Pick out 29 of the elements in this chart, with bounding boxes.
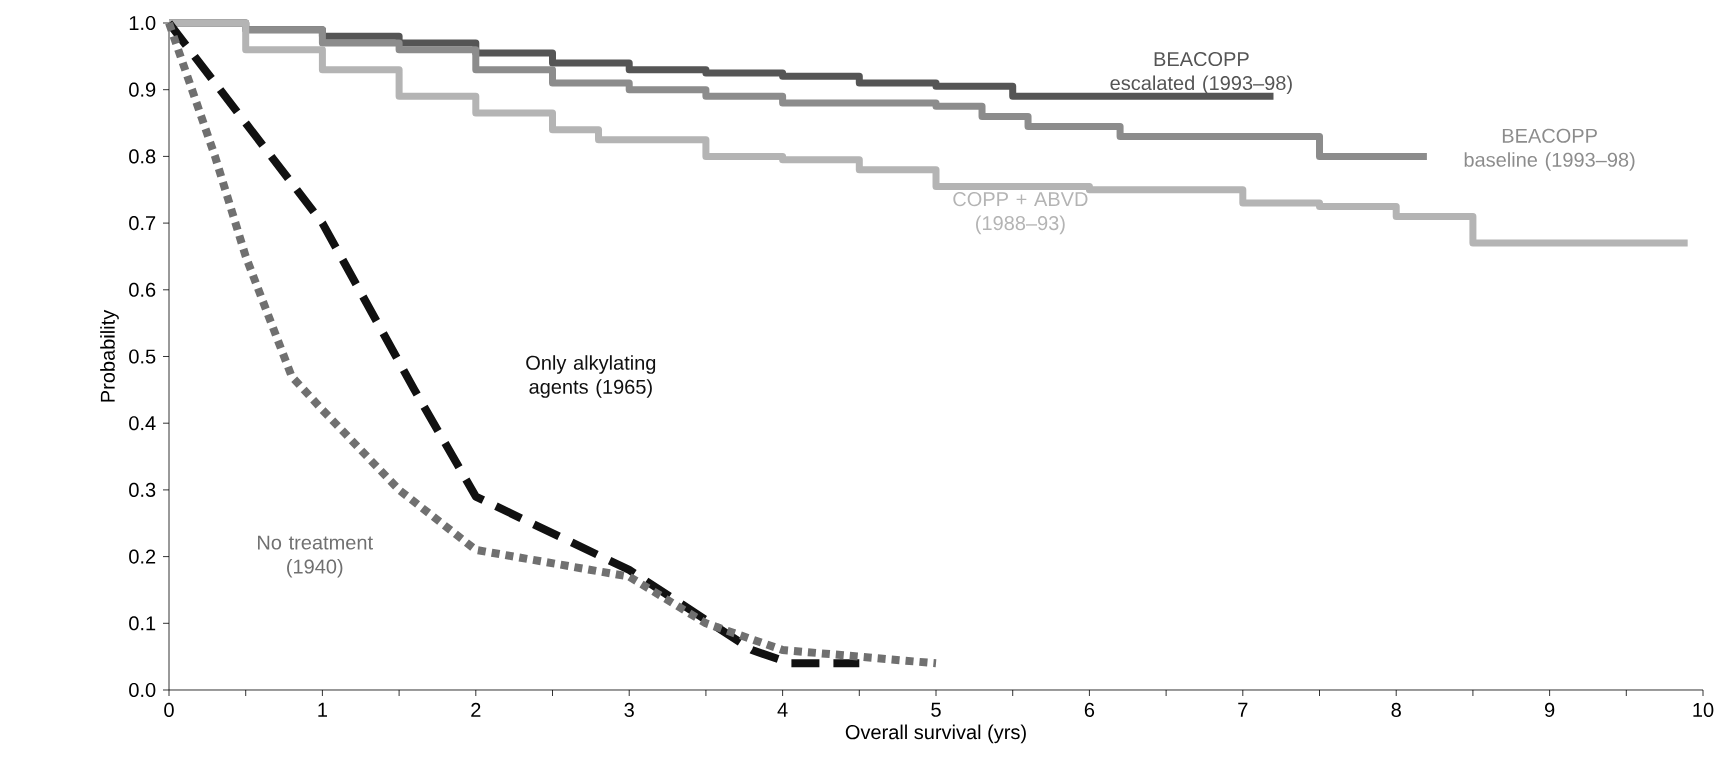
y-tick-label: 1.0	[129, 15, 156, 31]
x-axis-title: Overall survival (yrs)	[845, 724, 1026, 744]
x-tick-label: 1	[318, 702, 327, 717]
y-tick-label: 0.4	[129, 416, 156, 431]
x-tick-label: 7	[1238, 702, 1248, 717]
x-tick-label: 6	[1084, 702, 1095, 718]
x-tick-label: 3	[624, 702, 634, 718]
x-tick-label: 10	[1693, 702, 1714, 718]
y-tick-label: 0.6	[129, 282, 156, 297]
series-label: BEACOPP baseline (1993–98)	[1464, 128, 1635, 171]
y-tick-label: 0.9	[129, 82, 156, 97]
y-tick-label: 0.2	[129, 549, 156, 564]
x-tick-label: 0	[164, 702, 174, 718]
x-tick-label: 4	[777, 702, 788, 717]
y-tick-label: 0.3	[129, 482, 156, 497]
y-tick-label: 0.1	[129, 616, 156, 631]
y-tick-label: 0.7	[129, 216, 156, 231]
text: Only alkylating agents (1965)	[526, 355, 656, 398]
y-tick-label: 0.5	[129, 349, 156, 364]
y-tick-label: 0.0	[129, 682, 156, 698]
y-tick-label: 0.8	[129, 149, 156, 164]
x-tick-label: 9	[1544, 702, 1555, 718]
x-tick-label: 8	[1391, 702, 1401, 718]
series-label: BEACOPP escalated (1993–98)	[1110, 51, 1292, 95]
text: No treatment (1940)	[258, 535, 373, 578]
x-tick-label: 5	[931, 702, 941, 717]
x-tick-label: 2	[471, 702, 481, 717]
y-axis-title: Probability	[100, 309, 119, 402]
series-label: COPP + ABVD (1988–93)	[953, 192, 1088, 235]
